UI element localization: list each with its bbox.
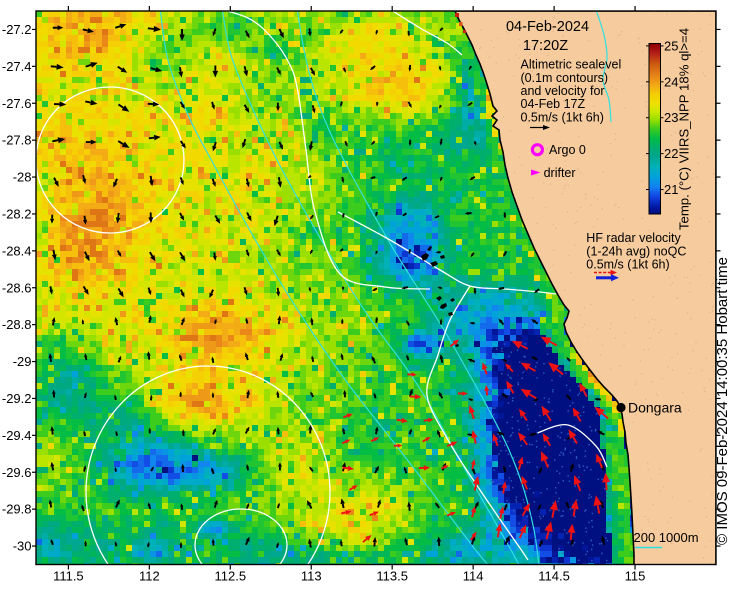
svg-text:-29: -29 <box>13 354 32 369</box>
svg-text:112.5: 112.5 <box>214 569 246 584</box>
svg-text:Altimetric sealevel: Altimetric sealevel <box>521 57 622 71</box>
svg-text:-28.2: -28.2 <box>2 206 32 221</box>
svg-text:-29.8: -29.8 <box>2 502 32 517</box>
svg-text:-28: -28 <box>13 170 32 185</box>
svg-text:23: 23 <box>664 110 678 125</box>
svg-text:04-Feb-2024: 04-Feb-2024 <box>506 19 589 35</box>
svg-text:-29.6: -29.6 <box>2 465 32 480</box>
svg-text:Dongara: Dongara <box>628 400 682 416</box>
svg-text:© IMOS 09-Feb-2024 14:00:35 Ho: © IMOS 09-Feb-2024 14:00:35 Hobart time <box>714 257 731 545</box>
svg-text:114.5: 114.5 <box>538 569 570 584</box>
svg-text:114: 114 <box>463 569 484 584</box>
svg-text:0.5m/s (1kt 6h): 0.5m/s (1kt 6h) <box>521 111 604 125</box>
svg-text:and velocity for: and velocity for <box>521 84 605 98</box>
svg-text:(1-24h avg) noQC: (1-24h avg) noQC <box>586 245 686 259</box>
svg-text:-30: -30 <box>13 539 32 554</box>
svg-text:-29.4: -29.4 <box>2 428 32 443</box>
svg-text:-27.6: -27.6 <box>2 96 32 111</box>
svg-text:-27.2: -27.2 <box>2 22 32 37</box>
svg-text:Temp. (°C) VIIRS_NPP 18% ql>=4: Temp. (°C) VIIRS_NPP 18% ql>=4 <box>677 28 692 230</box>
svg-text:24: 24 <box>664 74 678 89</box>
svg-text:22: 22 <box>664 146 678 161</box>
svg-text:-28.6: -28.6 <box>2 280 32 295</box>
svg-text:04-Feb 17Z: 04-Feb 17Z <box>521 97 586 111</box>
svg-text:111.5: 111.5 <box>53 569 84 584</box>
svg-text:17:20Z: 17:20Z <box>523 38 568 54</box>
svg-text:113.5: 113.5 <box>376 569 408 584</box>
svg-text:Argo 0: Argo 0 <box>549 143 586 157</box>
svg-text:-27.4: -27.4 <box>2 59 32 74</box>
svg-text:drifter: drifter <box>544 166 576 180</box>
svg-text:-27.8: -27.8 <box>2 133 32 148</box>
svg-text:113: 113 <box>301 569 322 584</box>
svg-text:(0.1m contours): (0.1m contours) <box>521 71 609 85</box>
svg-text:-28.4: -28.4 <box>2 243 32 258</box>
svg-text:HF radar velocity: HF radar velocity <box>586 231 681 245</box>
svg-text:-29.2: -29.2 <box>2 391 32 406</box>
svg-text:21: 21 <box>664 182 678 197</box>
svg-text:200 1000m: 200 1000m <box>634 530 699 545</box>
svg-text:25: 25 <box>664 38 678 53</box>
svg-text:-28.8: -28.8 <box>2 317 32 332</box>
svg-text:112: 112 <box>139 569 160 584</box>
svg-text:115: 115 <box>625 569 646 584</box>
svg-text:0.5m/s (1kt 6h): 0.5m/s (1kt 6h) <box>586 258 669 272</box>
